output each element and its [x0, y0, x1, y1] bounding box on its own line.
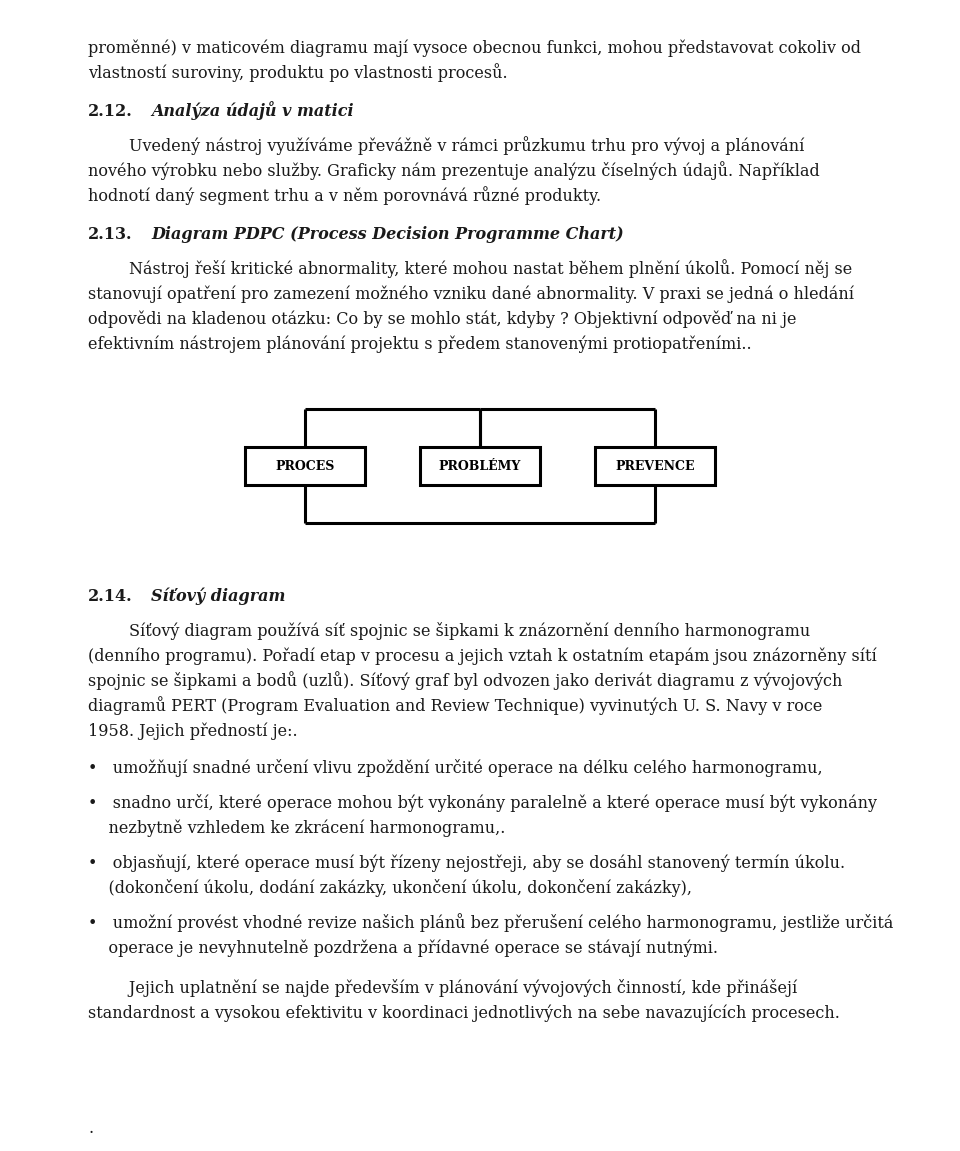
Text: 1958. Jejich předností je:.: 1958. Jejich předností je:. [88, 723, 298, 740]
Text: •   objasňují, které operace musí být řízeny nejostřeji, aby se dosáhl stanovený: • objasňují, které operace musí být říze… [88, 854, 845, 872]
Text: stanovují opatření pro zamezení možného vzniku dané abnormality. V praxi se jedn: stanovují opatření pro zamezení možného … [88, 285, 854, 303]
Text: •   umožňují snadné určení vlivu zpoždění určité operace na délku celého harmono: • umožňují snadné určení vlivu zpoždění … [88, 759, 823, 777]
Text: 2.14.: 2.14. [88, 588, 132, 605]
Bar [420, 447, 540, 485]
Text: proměnné) v maticovém diagramu mají vysoce obecnou funkci, mohou představovat co: proměnné) v maticovém diagramu mají vyso… [88, 39, 861, 58]
Text: operace je nevyhnutelně pozdržena a přídavné operace se stávají nutnými.: operace je nevyhnutelně pozdržena a příd… [88, 939, 718, 956]
Text: Síťový diagram: Síťový diagram [151, 587, 285, 605]
Text: (dokončení úkolu, dodání zakázky, ukončení úkolu, dokončení zakázky),: (dokončení úkolu, dodání zakázky, ukonče… [88, 879, 692, 897]
Text: nového výrobku nebo služby. Graficky nám prezentuje analýzu číselných údajů. Nap: nového výrobku nebo služby. Graficky nám… [88, 161, 820, 180]
Text: Analýza údajů v matici: Analýza údajů v matici [151, 101, 353, 120]
Text: spojnic se šipkami a bodů (uzlů). Síťový graf byl odvozen jako derivát diagramu : spojnic se šipkami a bodů (uzlů). Síťový… [88, 671, 842, 689]
Text: 2.12.: 2.12. [88, 102, 132, 120]
Text: Uvedený nástroj využíváme převážně v rámci průzkumu trhu pro vývoj a plánování: Uvedený nástroj využíváme převážně v rám… [88, 136, 804, 155]
Bar [245, 447, 365, 485]
Text: vlastností suroviny, produktu po vlastnosti procesů.: vlastností suroviny, produktu po vlastno… [88, 63, 508, 82]
Text: .: . [88, 1120, 93, 1137]
Text: Nástroj řeší kritické abnormality, které mohou nastat během plnění úkolů. Pomocí: Nástroj řeší kritické abnormality, které… [88, 259, 852, 279]
Text: standardnost a vysokou efektivitu v koordinaci jednotlivých na sebe navazujících: standardnost a vysokou efektivitu v koor… [88, 1005, 840, 1022]
Bar [595, 447, 715, 485]
Text: PREVENCE: PREVENCE [615, 459, 695, 473]
Text: Síťový diagram používá síť spojnic se šipkami k znázornění denního harmonogramu: Síťový diagram používá síť spojnic se ši… [88, 622, 810, 640]
Text: nezbytně vzhledem ke zkrácení harmonogramu,.: nezbytně vzhledem ke zkrácení harmonogra… [88, 820, 505, 837]
Text: (denního programu). Pořadí etap v procesu a jejich vztah k ostatním etapám jsou : (denního programu). Pořadí etap v proces… [88, 648, 876, 665]
Text: diagramů PERT (Program Evaluation and Review Technique) vyvinutých U. S. Navy v : diagramů PERT (Program Evaluation and Re… [88, 696, 823, 715]
Text: efektivním nástrojem plánování projektu s předem stanovenými protiopatřeními..: efektivním nástrojem plánování projektu … [88, 335, 752, 353]
Text: PROCES: PROCES [276, 459, 335, 473]
Text: hodnotí daný segment trhu a v něm porovnává různé produkty.: hodnotí daný segment trhu a v něm porovn… [88, 186, 601, 205]
Text: •   umožní provést vhodné revize našich plánů bez přerušení celého harmonogramu,: • umožní provést vhodné revize našich pl… [88, 913, 894, 932]
Text: 2.13.: 2.13. [88, 226, 132, 243]
Text: •   snadno určí, které operace mohou být vykonány paralelně a které operace musí: • snadno určí, které operace mohou být v… [88, 794, 877, 811]
Text: Jejich uplatnění se najde především v plánování vývojových činností, kde přináše: Jejich uplatnění se najde především v pl… [88, 980, 797, 997]
Text: Diagram PDPC (Process Decision Programme Chart): Diagram PDPC (Process Decision Programme… [151, 226, 624, 243]
Text: PROBLÉMY: PROBLÉMY [439, 459, 521, 473]
Text: odpovědi na kladenou otázku: Co by se mohlo stát, kdyby ? Objektivní odpověď na : odpovědi na kladenou otázku: Co by se mo… [88, 311, 797, 328]
